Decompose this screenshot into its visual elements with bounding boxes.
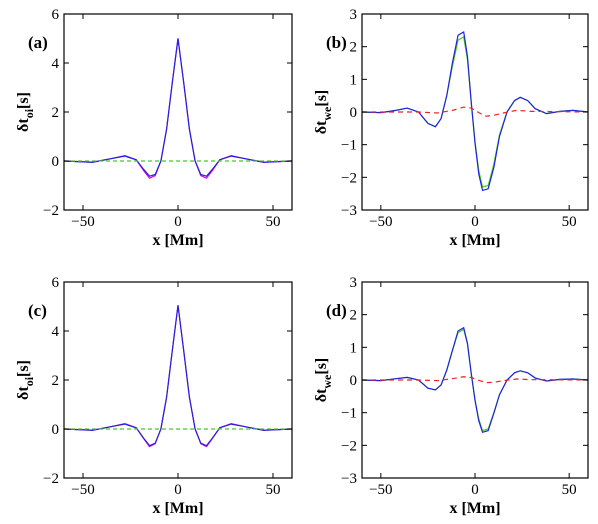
y-tick-label: 6: [52, 7, 60, 23]
y-tick-label: 2: [350, 40, 358, 56]
axes-frame: [63, 281, 293, 479]
series-line-2: [362, 31, 588, 192]
y-tick-label: −2: [43, 471, 59, 487]
y-tick-label: −2: [341, 438, 357, 454]
panel-label: (b): [326, 33, 347, 52]
y-tick-label: −1: [341, 138, 357, 154]
y-axis-label: δtwe[s]: [313, 90, 334, 135]
panel-label: (a): [28, 33, 48, 52]
x-axis-label: x [Mm]: [449, 232, 500, 249]
x-tick-label: −50: [369, 214, 392, 230]
chart-panel-1: −50 0 50 −2 0 2 4 6 x [Mm] δtoi[s] (a): [15, 7, 293, 249]
x-tick-label: −50: [71, 482, 94, 498]
y-tick-label: 4: [52, 56, 60, 72]
x-tick-label: 0: [174, 214, 182, 230]
series-line-3: [362, 106, 588, 117]
y-tick-label: 1: [350, 340, 358, 356]
series-line-1: [64, 38, 292, 179]
series-line-2: [64, 38, 292, 177]
y-axis-label: δtoi[s]: [15, 92, 36, 132]
chart-panel-2: −50 0 50 −3 −2 −1 0 1 2 3 x [Mm] δtwe[s] (b): [313, 7, 589, 249]
y-axis-label: δtwe[s]: [313, 358, 334, 403]
x-tick-label: 50: [266, 482, 281, 498]
series-line-1: [64, 305, 292, 448]
x-tick-label: −50: [369, 482, 392, 498]
y-tick-label: 0: [350, 105, 358, 121]
y-tick-label: 0: [52, 422, 60, 438]
y-tick-label: 0: [350, 373, 358, 389]
y-tick-label: −3: [341, 471, 357, 487]
y-axis-label: δtoi[s]: [15, 360, 36, 400]
y-tick-label: 3: [350, 7, 358, 23]
x-tick-label: 0: [174, 482, 182, 498]
panel-label: (d): [326, 301, 347, 320]
y-tick-label: 6: [52, 275, 60, 291]
x-axis-label: x [Mm]: [449, 500, 500, 517]
y-tick-label: −3: [341, 203, 357, 219]
y-tick-label: 3: [350, 275, 358, 291]
y-tick-label: −1: [341, 406, 357, 422]
x-tick-label: 0: [471, 214, 479, 230]
series-line-2: [64, 305, 292, 447]
chart-panel-3: −50 0 50 −2 0 2 4 6 x [Mm] δtoi[s] (c): [15, 275, 293, 517]
chart-panel-4: −50 0 50 −3 −2 −1 0 1 2 3 x [Mm] δtwe[s] (d): [313, 275, 589, 517]
y-tick-label: 4: [52, 324, 60, 340]
x-tick-label: 0: [471, 482, 479, 498]
y-tick-label: 0: [52, 154, 60, 170]
x-tick-label: 50: [266, 214, 281, 230]
panel-label: (c): [28, 301, 47, 320]
axes-frame: [63, 13, 293, 211]
y-tick-label: −2: [43, 203, 59, 219]
x-axis-label: x [Mm]: [152, 232, 203, 249]
series-line-3: [362, 376, 588, 384]
x-tick-label: 50: [562, 214, 577, 230]
y-tick-label: 2: [52, 373, 60, 389]
series-line-2: [362, 326, 588, 434]
y-tick-label: 2: [350, 308, 358, 324]
x-tick-label: −50: [71, 214, 94, 230]
x-tick-label: 50: [562, 482, 577, 498]
x-axis-label: x [Mm]: [152, 500, 203, 517]
y-tick-label: 1: [350, 72, 358, 88]
y-tick-label: 2: [52, 105, 60, 121]
y-tick-label: −2: [341, 170, 357, 186]
